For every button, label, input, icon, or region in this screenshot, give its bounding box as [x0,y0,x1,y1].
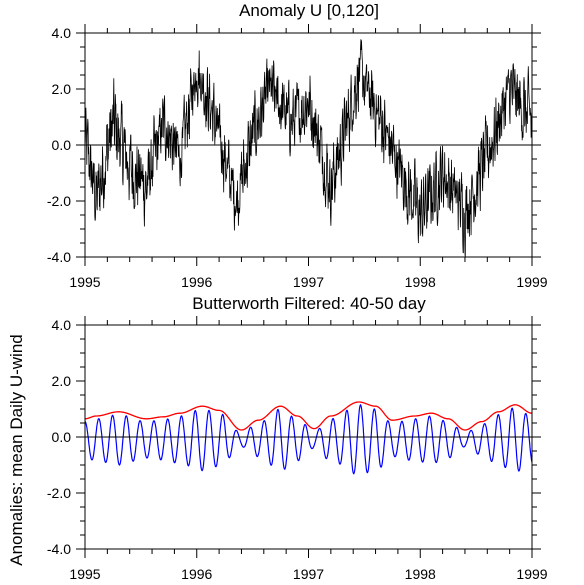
chart-title-top: Anomaly U [0,120] [239,1,379,20]
series-line-envelope [85,401,532,431]
axes-top: -4.0 -2.0 0.0 2.0 4.0 1995 1996 1997 1998 1999 [47,24,548,290]
series-line-filtered [84,403,533,475]
y-tick-label: -4.0 [47,541,71,557]
y-tick-label: -2.0 [47,193,71,209]
x-tick-label: 1996 [181,274,212,290]
x-tick-label: 1995 [69,566,100,582]
x-tick-label: 1998 [405,274,436,290]
y-tick-label: 2.0 [52,81,72,97]
y-tick-label: 0.0 [52,137,72,153]
axes-bottom: -4.0 -2.0 0.0 2.0 4.0 1995 1996 1997 1998 1999 [47,316,548,582]
chart-panel-bottom: Butterworth Filtered: 40-50 day -4.0 -2.0… [47,294,548,582]
x-tick-label: 1998 [405,566,436,582]
x-tick-label: 1999 [516,274,547,290]
y-tick-label: 4.0 [52,317,72,333]
x-tick-label: 1999 [516,566,547,582]
x-tick-label: 1995 [69,274,100,290]
x-tick-label: 1997 [293,566,324,582]
y-tick-label: -2.0 [47,485,71,501]
series-group-bottom [84,401,533,475]
series-group-top [85,39,532,257]
chart-panel-top: Anomaly U [0,120] -4.0 -2.0 0.0 2.0 4.0 1995 1… [47,1,548,290]
x-tick-label: 1997 [293,274,324,290]
x-tick-label: 1996 [181,566,212,582]
series-line-raw-anomaly [85,39,532,257]
y-tick-label: 0.0 [52,429,72,445]
shared-y-axis-label: Anomalies: mean Daily U-wind [7,334,26,565]
y-tick-label: 2.0 [52,373,72,389]
y-tick-label: 4.0 [52,25,72,41]
y-tick-label: -4.0 [47,249,71,265]
chart-title-bottom: Butterworth Filtered: 40-50 day [192,294,426,313]
